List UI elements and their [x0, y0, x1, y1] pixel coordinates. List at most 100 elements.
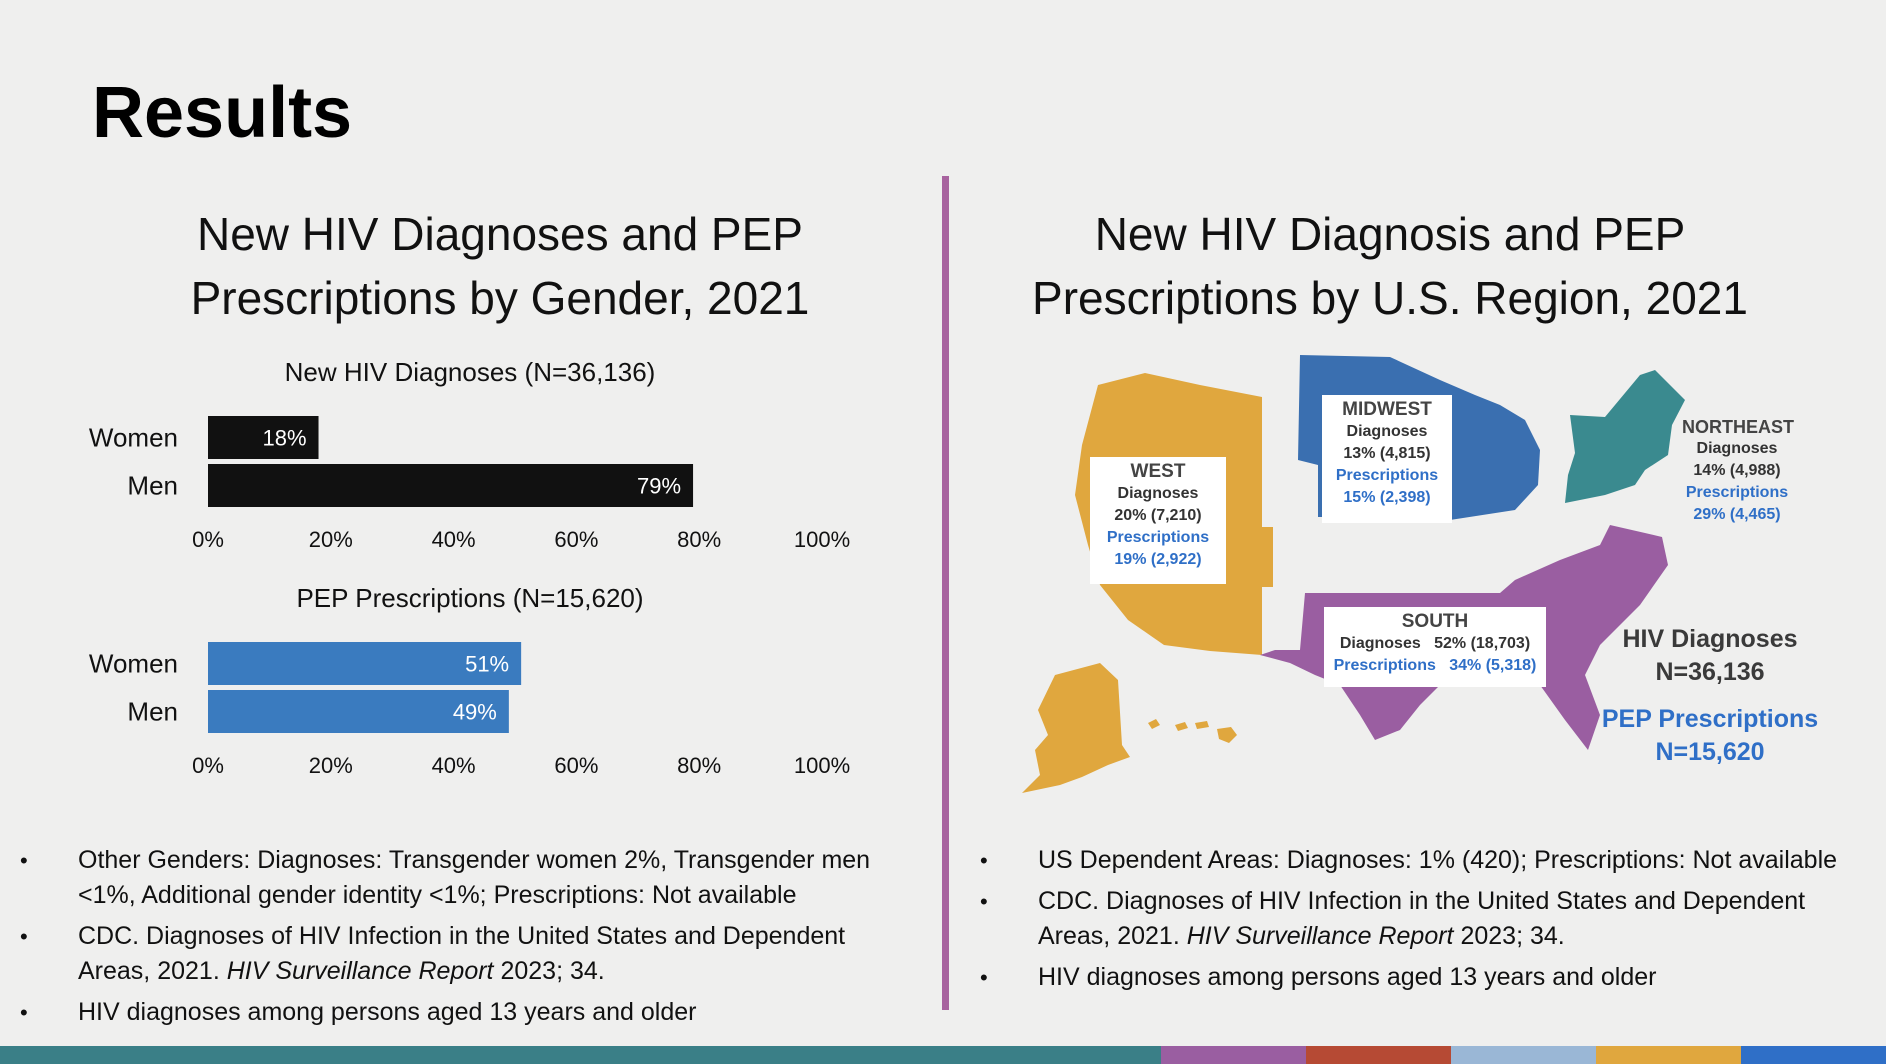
footer-color-segment: [1160, 1046, 1306, 1064]
note-text: CDC. Diagnoses of HIV Infection in the U…: [1038, 887, 1806, 950]
note-item: • US Dependent Areas: Diagnoses: 1% (420)…: [980, 843, 1880, 878]
tick-label: 100%: [794, 527, 850, 552]
prescriptions-bar-chart: PEP Prescriptions (N=15,620) Women 51% Men…: [60, 583, 880, 793]
data-label: 18%: [262, 426, 306, 451]
footer-color-segment: [290, 1046, 436, 1064]
right-title-line2: Prescriptions by U.S. Region, 2021: [1032, 272, 1748, 324]
note-text: US Dependent Areas: Diagnoses: 1% (420);…: [1038, 846, 1838, 874]
region-name: WEST: [1130, 461, 1186, 482]
tick-label: 40%: [432, 753, 476, 778]
bullet-icon: •: [20, 1000, 28, 1025]
note-text: HIV diagnoses among persons aged 13 year…: [78, 998, 697, 1026]
chart-title: New HIV Diagnoses (N=36,136): [284, 357, 656, 387]
diagnoses-label: Diagnoses: [1696, 440, 1778, 457]
footer-color-segment: [145, 1046, 291, 1064]
footer-color-segment: [0, 1046, 146, 1064]
footer-color-segment: [1450, 1046, 1596, 1064]
category-label: Men: [127, 471, 178, 501]
tick-label: 100%: [794, 753, 850, 778]
prescriptions-total-label: PEP Prescriptions: [1601, 705, 1819, 733]
footer-color-segment: [580, 1046, 726, 1064]
footer-color-segment: [435, 1046, 581, 1064]
note-item: • Other Genders: Diagnoses: Transgender w…: [20, 843, 910, 913]
south-diagnoses-row: Diagnoses 52% (18,703): [1330, 633, 1540, 655]
category-label: Men: [127, 697, 178, 727]
tick-label: 60%: [554, 527, 598, 552]
totals-legend: HIV Diagnoses N=36,136 PEP Prescriptions…: [1595, 623, 1825, 769]
diagnoses-value: 20% (7,210): [1114, 507, 1202, 524]
tick-label: 0%: [192, 527, 224, 552]
footer-color-segment: [870, 1046, 1016, 1064]
right-title-line1: New HIV Diagnosis and PEP: [1094, 208, 1686, 260]
us-region-map: WEST Diagnoses 20% (7,210) Prescriptions…: [1000, 345, 1870, 795]
hawaii-shape: [1148, 719, 1237, 743]
right-notes: • US Dependent Areas: Diagnoses: 1% (420)…: [980, 843, 1880, 1001]
right-panel-title: New HIV Diagnosis and PEP Prescriptions …: [1000, 202, 1780, 330]
footer-color-segment: [1595, 1046, 1741, 1064]
tick-label: 80%: [677, 527, 721, 552]
data-label: 51%: [465, 652, 509, 677]
left-notes: • Other Genders: Diagnoses: Transgender w…: [20, 843, 910, 1036]
prescriptions-value: 29% (4,465): [1693, 506, 1781, 523]
footer-color-segment: [725, 1046, 871, 1064]
diagnoses-value: 52% (18,703): [1434, 635, 1531, 652]
note-text: 2023; 34.: [493, 957, 605, 985]
left-title-line1: New HIV Diagnoses and PEP: [197, 208, 803, 260]
region-name: SOUTH: [1401, 611, 1469, 632]
category-label: Women: [89, 423, 178, 453]
note-item: • HIV diagnoses among persons aged 13 yea…: [980, 960, 1880, 995]
prescriptions-value: 19% (2,922): [1114, 551, 1202, 568]
chart-title: PEP Prescriptions (N=15,620): [296, 583, 644, 613]
footer-color-bar: [0, 1046, 1886, 1064]
tick-label: 40%: [432, 527, 476, 552]
tick-label: 60%: [554, 753, 598, 778]
prescriptions-label: Prescriptions: [1333, 657, 1436, 674]
diagnoses-label: Diagnoses: [1117, 485, 1199, 502]
footer-color-segment: [1305, 1046, 1451, 1064]
prescriptions-value: 34% (5,318): [1449, 657, 1537, 674]
footer-color-segment: [1740, 1046, 1886, 1064]
note-item: • CDC. Diagnoses of HIV Infection in the …: [980, 884, 1880, 954]
tick-label: 20%: [309, 753, 353, 778]
left-title-line2: Prescriptions by Gender, 2021: [190, 272, 810, 324]
diagnoses-label: Diagnoses: [1346, 423, 1428, 440]
report-title: HIV Surveillance Report: [1186, 922, 1454, 950]
bar: [208, 642, 522, 685]
prescriptions-label: Prescriptions: [1335, 467, 1439, 484]
bar: [208, 690, 509, 733]
prescriptions-chart-svg: Women 51% Men 49% 0% 20% 40% 60% 80% 100%: [89, 642, 850, 778]
note-text: HIV diagnoses among persons aged 13 year…: [1038, 963, 1657, 991]
tick-label: 0%: [192, 753, 224, 778]
diagnoses-bar-chart: New HIV Diagnoses (N=36,136) Women 18% Men…: [60, 357, 880, 567]
prescriptions-total-value: N=15,620: [1655, 738, 1765, 766]
panel-divider: [942, 176, 949, 1010]
south-label-box: SOUTH Diagnoses 52% (18,703) Prescriptio…: [1324, 607, 1546, 687]
region-name: MIDWEST: [1342, 399, 1432, 420]
diagnoses-value: 14% (4,988): [1693, 462, 1781, 479]
left-panel-title: New HIV Diagnoses and PEP Prescriptions …: [120, 202, 880, 330]
prescriptions-label: Prescriptions: [1106, 529, 1210, 546]
note-item: • CDC. Diagnoses of HIV Infection in the …: [20, 919, 910, 989]
northeast-label: NORTHEAST Diagnoses 14% (4,988) Prescrip…: [1682, 416, 1794, 526]
note-text: Other Genders: Diagnoses: Transgender wo…: [78, 846, 871, 909]
slide-title: Results: [92, 73, 353, 153]
diagnoses-chart-svg: Women 18% Men 79% 0% 20% 40% 60% 80% 100%: [89, 416, 850, 552]
tick-label: 80%: [677, 753, 721, 778]
region-name: NORTHEAST: [1682, 417, 1794, 437]
bullet-icon: •: [980, 889, 988, 914]
bar: [208, 464, 694, 507]
bullet-icon: •: [20, 924, 28, 949]
data-label: 79%: [637, 474, 681, 499]
note-item: • HIV diagnoses among persons aged 13 yea…: [20, 995, 910, 1030]
south-prescriptions-row: Prescriptions 34% (5,318): [1330, 655, 1540, 677]
prescriptions-label: Prescriptions: [1685, 484, 1789, 501]
northeast-region-shape: [1565, 370, 1685, 503]
data-label: 49%: [453, 700, 497, 725]
category-label: Women: [89, 649, 178, 679]
bullet-icon: •: [980, 965, 988, 990]
diagnoses-label: Diagnoses: [1339, 635, 1421, 652]
prescriptions-value: 15% (2,398): [1343, 489, 1431, 506]
diagnoses-total-label: HIV Diagnoses: [1622, 625, 1798, 653]
midwest-label-box: MIDWEST Diagnoses 13% (4,815) Prescripti…: [1322, 395, 1452, 523]
note-text: CDC. Diagnoses of HIV Infection in the U…: [78, 922, 846, 985]
